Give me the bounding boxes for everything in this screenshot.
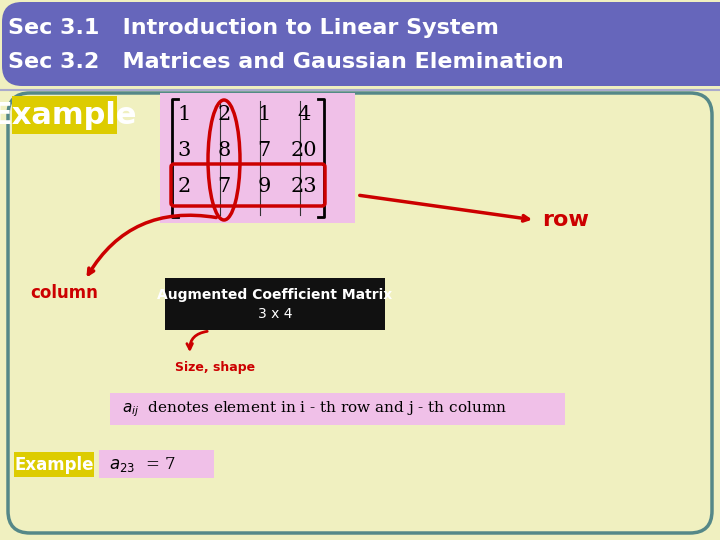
FancyBboxPatch shape: [8, 93, 712, 533]
Text: Augmented Coefficient Matrix: Augmented Coefficient Matrix: [158, 288, 392, 302]
Text: Sec 3.2   Matrices and Gaussian Elemination: Sec 3.2 Matrices and Gaussian Eleminatio…: [8, 52, 564, 72]
FancyBboxPatch shape: [2, 2, 652, 86]
Text: 1: 1: [177, 105, 191, 125]
Text: 7: 7: [257, 141, 271, 160]
Text: 23: 23: [291, 178, 318, 197]
Text: 3 x 4: 3 x 4: [258, 307, 292, 321]
Text: Size, shape: Size, shape: [175, 361, 255, 375]
Bar: [600, 2, 720, 86]
Text: 9: 9: [257, 178, 271, 197]
Text: column: column: [30, 284, 98, 302]
Bar: [165, 278, 385, 330]
Text: 8: 8: [217, 141, 230, 160]
Text: Example: Example: [0, 100, 138, 130]
Bar: [160, 93, 355, 223]
Text: Sec 3.1   Introduction to Linear System: Sec 3.1 Introduction to Linear System: [8, 18, 499, 38]
Text: 1: 1: [257, 105, 271, 125]
Text: $a_{23}$  = 7: $a_{23}$ = 7: [109, 455, 176, 474]
Bar: [14, 452, 94, 477]
Text: 2: 2: [177, 178, 191, 197]
Text: 3: 3: [177, 141, 191, 160]
Bar: [12, 96, 117, 134]
Text: 7: 7: [217, 178, 230, 197]
Text: 2: 2: [217, 105, 230, 125]
Text: Example: Example: [14, 456, 94, 474]
Text: 20: 20: [291, 141, 318, 160]
Bar: [99, 450, 214, 478]
Text: row: row: [542, 210, 589, 230]
Bar: [110, 393, 565, 425]
Text: $a_{ij}$  denotes element in i - th row and j - th column: $a_{ij}$ denotes element in i - th row a…: [122, 399, 507, 419]
Text: 4: 4: [297, 105, 310, 125]
